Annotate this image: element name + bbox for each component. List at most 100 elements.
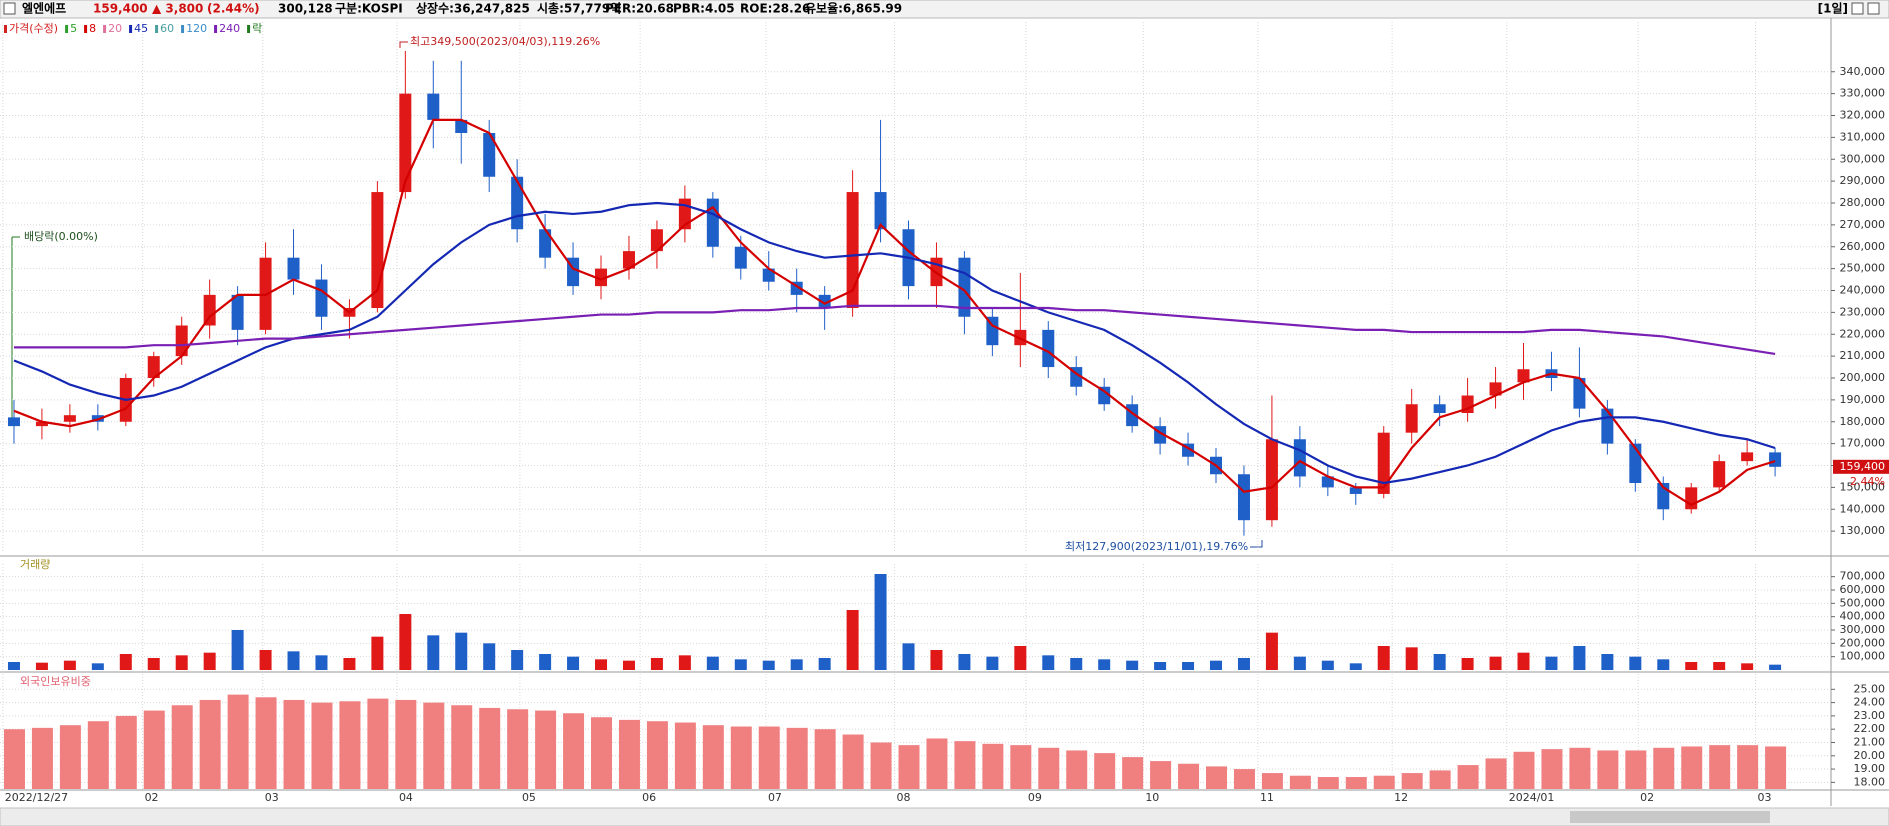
x-tick-label: 03 [1758, 791, 1772, 804]
volume-bar [1573, 646, 1586, 670]
close-button[interactable] [1867, 2, 1880, 15]
foreign-ratio-bar [591, 717, 613, 789]
x-tick-label: 07 [768, 791, 782, 804]
volume-bar [1154, 662, 1167, 670]
volume-bar [595, 659, 608, 670]
volume-bar [63, 660, 76, 670]
last-price-box [1833, 459, 1889, 474]
candle-body [315, 279, 328, 317]
foreign-ratio-bar [563, 713, 585, 789]
y-tick-label: 250,000 [1840, 262, 1886, 275]
volume-bar [7, 662, 20, 670]
volume-bar [1489, 656, 1502, 670]
foreign-ratio-bar [451, 705, 473, 789]
low-annotation: 최저127,900(2023/11/01),19.76% [1065, 540, 1248, 553]
volume-bar [1405, 647, 1418, 670]
volume-bar [511, 650, 524, 670]
volume-bar [175, 655, 188, 670]
candle-body [1601, 408, 1614, 444]
volume-bar [1265, 632, 1278, 670]
volume-bar [1042, 655, 1055, 670]
volume-bar [259, 650, 272, 670]
foreign-ratio-bar [199, 699, 221, 789]
x-tick-label: 03 [265, 791, 279, 804]
foreign-ratio-bar [1569, 747, 1591, 789]
foreign-ratio-bar [283, 699, 305, 789]
legend-swatch [103, 25, 107, 33]
candle-body [147, 356, 160, 378]
y-tick-label: 290,000 [1840, 174, 1886, 187]
y-tick-label: 310,000 [1840, 130, 1886, 143]
foreign-ratio-bar [1010, 745, 1032, 789]
x-tick-label: 11 [1260, 791, 1274, 804]
y-tick-label: 25.00 [1854, 682, 1886, 695]
x-tick-label: 2024/01 [1509, 791, 1555, 804]
checkbox[interactable] [3, 2, 16, 15]
y-tick-label: 23.00 [1854, 709, 1886, 722]
y-tick-label: 400,000 [1840, 610, 1886, 623]
volume-bar [1014, 646, 1027, 670]
x-tick-label: 09 [1028, 791, 1042, 804]
high-arrow [399, 41, 408, 48]
volume-bar [119, 654, 132, 670]
y-tick-label: 19.00 [1854, 762, 1886, 775]
volume-bar [1237, 658, 1250, 670]
foreign-ratio-bar [1289, 775, 1311, 789]
volume-bar [930, 650, 943, 670]
x-tick-label: 2022/12/27 [5, 791, 68, 804]
legend-swatch [84, 25, 88, 33]
x-tick-label: 08 [897, 791, 911, 804]
legend-swatch [247, 25, 251, 33]
period-button[interactable]: [1일] [1818, 2, 1848, 16]
foreign-ratio-bar [31, 727, 53, 789]
high-annotation: 최고349,500(2023/04/03),119.26% [410, 35, 600, 48]
y-tick-label: 190,000 [1840, 393, 1886, 406]
foreign-ratio-bar [618, 719, 640, 789]
foreign-ratio-bar [1233, 769, 1255, 789]
y-tick-label: 180,000 [1840, 415, 1886, 428]
candle-body [1042, 329, 1055, 368]
foreign-ratio-bar [423, 702, 445, 789]
candle-body [1769, 452, 1782, 467]
candle-body [63, 415, 76, 422]
y-tick-label: 18.00 [1854, 775, 1886, 788]
volume-bar [1657, 659, 1670, 670]
candle-body [818, 294, 831, 308]
foreign-ratio-bar [1317, 777, 1339, 789]
minimize-button[interactable] [1851, 2, 1864, 15]
volume-bar [986, 656, 999, 670]
volume-bar [1377, 646, 1390, 670]
ma-line [13, 304, 1776, 356]
y-tick-label: 130,000 [1840, 524, 1886, 537]
x-tick-label: 06 [642, 791, 656, 804]
candle-body [1573, 378, 1586, 409]
candle-body [287, 257, 300, 280]
foreign-ratio-bar [1345, 777, 1367, 789]
y-tick-label: 140,000 [1840, 502, 1886, 515]
candle-body [595, 268, 608, 287]
volume-bar [1769, 664, 1782, 670]
volume-bar [706, 656, 719, 670]
x-tick-label: 12 [1394, 791, 1408, 804]
candle-body [1489, 382, 1502, 396]
foreign-ratio-bar [535, 710, 557, 789]
candle-body [203, 294, 216, 326]
y-tick-label: 300,000 [1840, 152, 1886, 165]
scrollbar-thumb[interactable] [1570, 811, 1770, 823]
volume-bar [1321, 660, 1334, 670]
foreign-ratio-bar [1457, 765, 1479, 789]
ma-line [13, 118, 1776, 507]
candle-body [1293, 439, 1306, 477]
change-rate: (2.44%) [207, 2, 260, 16]
foreign-ratio-bar [115, 715, 137, 789]
candle-body [706, 198, 719, 247]
foreign-ratio-bar [311, 702, 333, 789]
candle-body [650, 229, 663, 252]
x-tick-label: 02 [1640, 791, 1654, 804]
x-tick-label: 10 [1145, 791, 1159, 804]
price: 159,400 [93, 2, 148, 16]
foreign-ratio-bar [674, 722, 696, 789]
volume-bar [1098, 659, 1111, 670]
